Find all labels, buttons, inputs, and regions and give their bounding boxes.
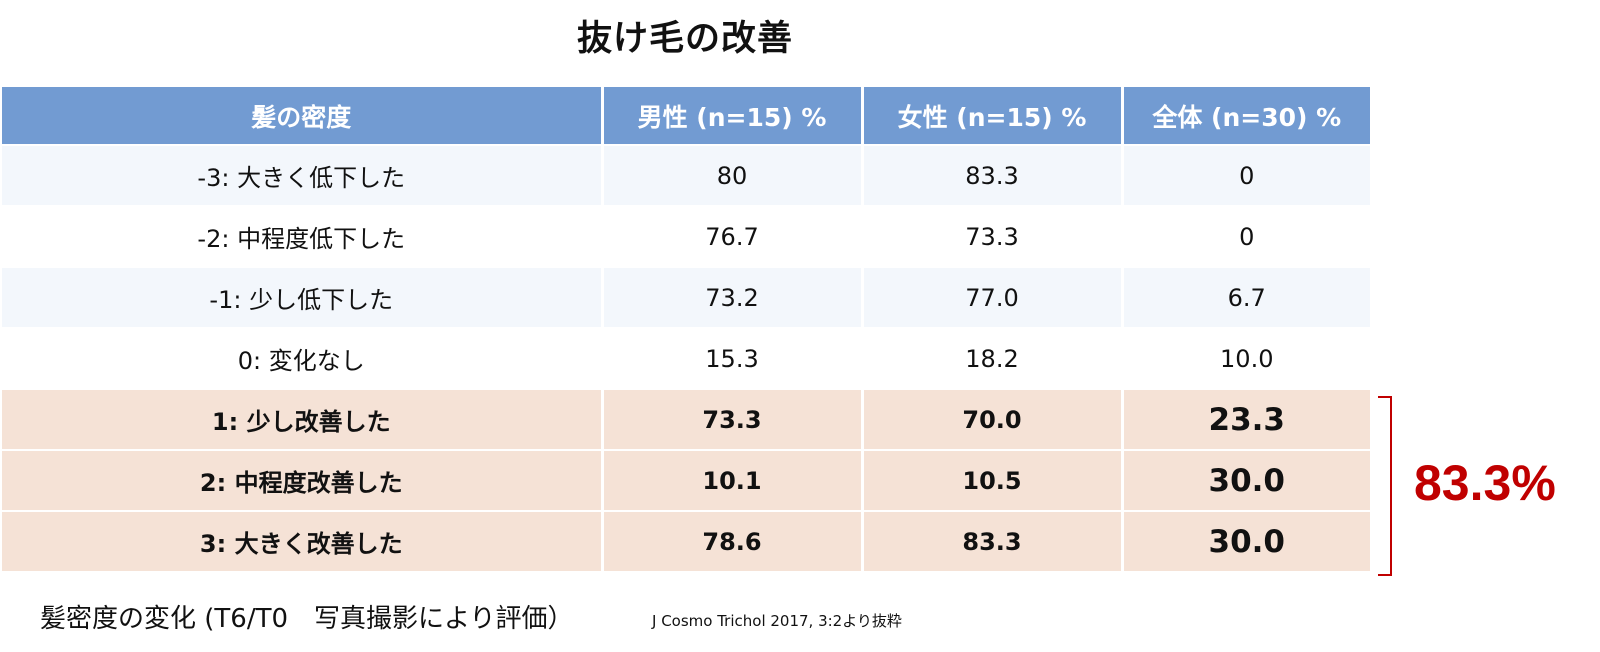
slide-title: 抜け毛の改善 <box>576 19 793 59</box>
male-value: 80 <box>602 144 864 206</box>
improvement-bracket <box>1378 396 1392 576</box>
male-value: 73.3 <box>602 388 864 450</box>
header-density: 髪の密度 <box>2 87 604 145</box>
total-value: 0 <box>1122 205 1370 267</box>
male-value: 10.1 <box>602 449 864 511</box>
row-label: 0: 変化なし <box>2 327 604 389</box>
male-value: 73.2 <box>602 266 864 328</box>
header-total: 全体 (n=30) % <box>1122 87 1370 145</box>
female-value: 70.0 <box>862 388 1124 450</box>
female-value: 77.0 <box>862 266 1124 328</box>
table-row: 0: 変化なし 15.3 18.2 10.0 <box>2 327 1370 389</box>
table-row: -3: 大きく低下した 80 83.3 0 <box>2 144 1370 206</box>
row-label: 1: 少し改善した <box>2 388 604 450</box>
male-value: 78.6 <box>602 510 864 571</box>
header-male: 男性 (n=15) % <box>602 87 864 145</box>
hair-density-table: 髪の密度 男性 (n=15) % 女性 (n=15) % 全体 (n=30) %… <box>2 87 1370 571</box>
table-row-highlighted: 3: 大きく改善した 78.6 83.3 30.0 <box>2 510 1370 571</box>
total-value: 30.0 <box>1122 449 1370 511</box>
table-row-highlighted: 2: 中程度改善した 10.1 10.5 30.0 <box>2 449 1370 511</box>
male-value: 76.7 <box>602 205 864 267</box>
row-label: 2: 中程度改善した <box>2 449 604 511</box>
female-value: 18.2 <box>862 327 1124 389</box>
row-label: 3: 大きく改善した <box>2 510 604 571</box>
table-row: -2: 中程度低下した 76.7 73.3 0 <box>2 205 1370 267</box>
table-row: -1: 少し低下した 73.2 77.0 6.7 <box>2 266 1370 328</box>
caption: 髪密度の変化 (T6/T0 写真撮影により評価） <box>40 604 574 634</box>
total-value: 6.7 <box>1122 266 1370 328</box>
total-value: 10.0 <box>1122 327 1370 389</box>
header-female: 女性 (n=15) % <box>862 87 1124 145</box>
row-label: -3: 大きく低下した <box>2 144 604 206</box>
source-citation: J Cosmo Trichol 2017, 3:2より抜粋 <box>652 612 902 630</box>
female-value: 83.3 <box>862 144 1124 206</box>
total-value: 0 <box>1122 144 1370 206</box>
table-header-row: 髪の密度 男性 (n=15) % 女性 (n=15) % 全体 (n=30) % <box>2 87 1370 145</box>
total-value: 23.3 <box>1122 388 1370 450</box>
female-value: 10.5 <box>862 449 1124 511</box>
row-label: -1: 少し低下した <box>2 266 604 328</box>
female-value: 83.3 <box>862 510 1124 571</box>
table-row-highlighted: 1: 少し改善した 73.3 70.0 23.3 <box>2 388 1370 450</box>
improvement-total: 83.3% <box>1414 455 1556 511</box>
male-value: 15.3 <box>602 327 864 389</box>
female-value: 73.3 <box>862 205 1124 267</box>
total-value: 30.0 <box>1122 510 1370 571</box>
row-label: -2: 中程度低下した <box>2 205 604 267</box>
